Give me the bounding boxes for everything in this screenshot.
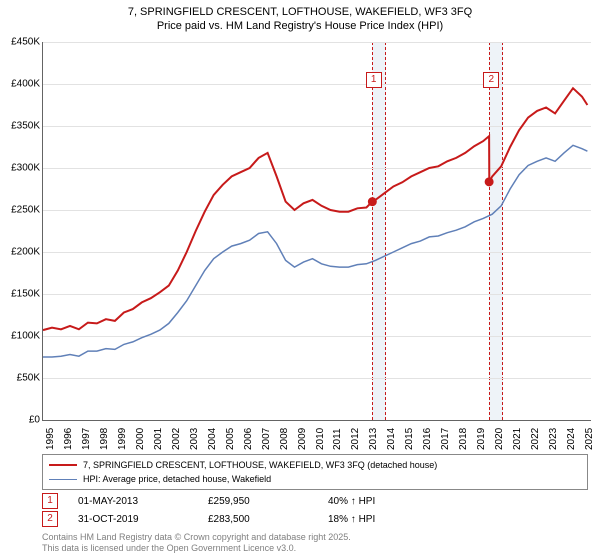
y-axis-label: £0 [4, 415, 40, 426]
sale-hpi: 18% ↑ HPI [328, 514, 375, 525]
x-axis-label: 2016 [422, 428, 433, 450]
x-axis-label: 2025 [584, 428, 595, 450]
x-axis-label: 2011 [332, 428, 343, 450]
legend-item: HPI: Average price, detached house, Wake… [49, 472, 581, 486]
y-axis-label: £250K [4, 205, 40, 216]
chart-title: 7, SPRINGFIELD CRESCENT, LOFTHOUSE, WAKE… [0, 0, 600, 34]
x-axis-label: 2020 [494, 428, 505, 450]
series-line [43, 88, 587, 330]
legend: 7, SPRINGFIELD CRESCENT, LOFTHOUSE, WAKE… [42, 454, 588, 490]
legend-item: 7, SPRINGFIELD CRESCENT, LOFTHOUSE, WAKE… [49, 458, 581, 472]
x-axis-label: 1995 [45, 428, 56, 450]
chart-marker-1: 1 [366, 72, 382, 88]
sale-hpi: 40% ↑ HPI [328, 496, 375, 507]
sale-price: £259,950 [208, 496, 308, 507]
x-axis-label: 2007 [261, 428, 272, 450]
footer-line-1: Contains HM Land Registry data © Crown c… [42, 532, 351, 543]
x-axis-label: 2015 [404, 428, 415, 450]
sale-row: 2 31-OCT-2019 £283,500 18% ↑ HPI [42, 510, 588, 528]
title-line-2: Price paid vs. HM Land Registry's House … [0, 19, 600, 33]
x-axis-label: 1999 [117, 428, 128, 450]
x-axis-label: 2018 [458, 428, 469, 450]
y-axis-label: £450K [4, 37, 40, 48]
sales-table: 1 01-MAY-2013 £259,950 40% ↑ HPI 2 31-OCT-201… [42, 492, 588, 528]
x-axis-label: 2006 [243, 428, 254, 450]
y-axis-label: £50K [4, 373, 40, 384]
y-axis-label: £300K [4, 163, 40, 174]
sale-marker: 2 [42, 511, 58, 527]
x-axis-label: 2023 [548, 428, 559, 450]
y-axis-label: £150K [4, 289, 40, 300]
y-axis-label: £400K [4, 79, 40, 90]
x-axis-label: 2010 [315, 428, 326, 450]
x-axis-label: 2012 [350, 428, 361, 450]
x-axis-label: 2001 [153, 428, 164, 450]
x-axis-label: 2000 [135, 428, 146, 450]
x-axis-label: 2022 [530, 428, 541, 450]
chart-container: 7, SPRINGFIELD CRESCENT, LOFTHOUSE, WAKE… [0, 0, 600, 560]
legend-label: 7, SPRINGFIELD CRESCENT, LOFTHOUSE, WAKE… [83, 460, 437, 470]
x-axis-label: 2014 [386, 428, 397, 450]
title-line-1: 7, SPRINGFIELD CRESCENT, LOFTHOUSE, WAKE… [0, 5, 600, 19]
y-axis-label: £350K [4, 121, 40, 132]
x-axis-label: 1998 [99, 428, 110, 450]
x-axis-label: 1997 [81, 428, 92, 450]
x-axis-label: 1996 [63, 428, 74, 450]
legend-swatch [49, 464, 77, 466]
x-axis-label: 2003 [189, 428, 200, 450]
x-axis-label: 2009 [297, 428, 308, 450]
sale-date: 01-MAY-2013 [78, 496, 188, 507]
x-axis-label: 2021 [512, 428, 523, 450]
x-axis-label: 2024 [566, 428, 577, 450]
x-axis-label: 2013 [368, 428, 379, 450]
sale-marker: 1 [42, 493, 58, 509]
x-axis-label: 2017 [440, 428, 451, 450]
line-svg [43, 42, 591, 420]
x-axis-label: 2004 [207, 428, 218, 450]
x-axis-label: 2008 [279, 428, 290, 450]
sale-row: 1 01-MAY-2013 £259,950 40% ↑ HPI [42, 492, 588, 510]
plot-area: 12 [42, 42, 591, 421]
legend-swatch [49, 479, 77, 480]
x-axis-label: 2002 [171, 428, 182, 450]
y-axis-label: £200K [4, 247, 40, 258]
x-axis-label: 2005 [225, 428, 236, 450]
chart-marker-2: 2 [483, 72, 499, 88]
footer-attribution: Contains HM Land Registry data © Crown c… [42, 532, 351, 555]
sale-date: 31-OCT-2019 [78, 514, 188, 525]
footer-line-2: This data is licensed under the Open Gov… [42, 543, 351, 554]
x-axis-label: 2019 [476, 428, 487, 450]
series-line [43, 145, 587, 357]
legend-label: HPI: Average price, detached house, Wake… [83, 474, 271, 484]
sale-price: £283,500 [208, 514, 308, 525]
y-axis-label: £100K [4, 331, 40, 342]
